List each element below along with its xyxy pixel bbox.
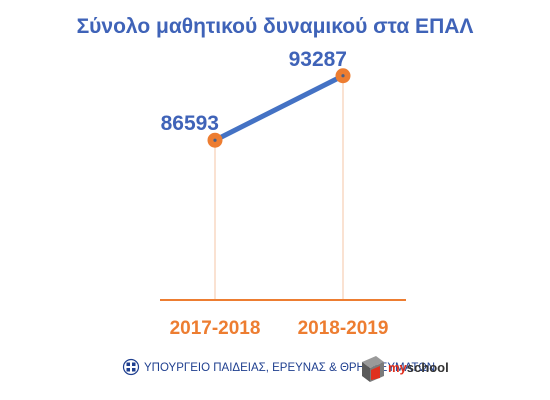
brand-name: myschool: [388, 360, 449, 375]
chart-title: Σύνολο μαθητικού δυναμικού στα ΕΠΑΛ: [77, 15, 474, 38]
data-label: 86593: [161, 112, 219, 135]
x-tick-label: 2018-2019: [298, 318, 389, 339]
brand-school: school: [407, 360, 449, 375]
brand-my: my: [388, 360, 408, 375]
myschool-logo-icon: [362, 356, 384, 382]
data-label: 93287: [289, 48, 347, 71]
greek-emblem-icon: [122, 358, 140, 376]
series-line: [212, 73, 346, 143]
x-axis-ticks: 2017-2018 2018-2019: [170, 318, 389, 339]
data-point-center: [341, 74, 345, 78]
data-point-center: [213, 138, 217, 142]
x-tick-label: 2017-2018: [170, 318, 261, 339]
plot-area: 86593 93287: [161, 48, 351, 300]
